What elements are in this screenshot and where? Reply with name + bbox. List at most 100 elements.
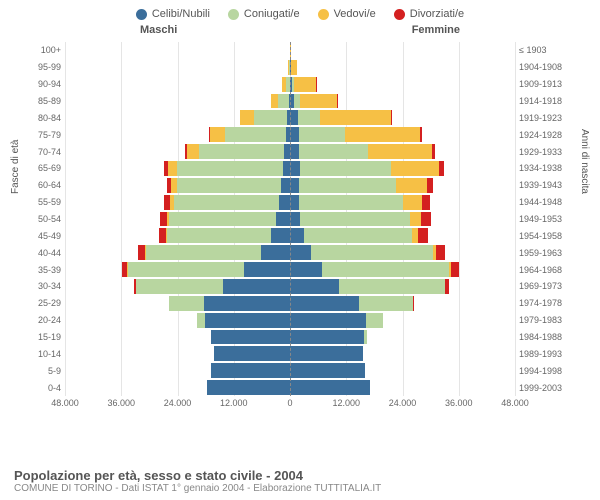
bar-segment: [422, 195, 430, 210]
bar-female: [290, 212, 431, 227]
legend-swatch: [136, 9, 147, 20]
bar-segment: [290, 144, 299, 159]
bar-male: [169, 296, 290, 311]
bar-female: [290, 279, 449, 294]
bar-female: [290, 296, 414, 311]
bar-female: [290, 178, 433, 193]
bar-female: [290, 195, 430, 210]
bar-male: [209, 127, 290, 142]
birth-label: 1944-1948: [515, 194, 580, 211]
bar-female: [290, 60, 297, 75]
bar-segment: [240, 110, 254, 125]
bar-male: [214, 346, 290, 361]
bar-segment: [421, 212, 430, 227]
bar-segment: [403, 195, 423, 210]
bar-segment: [290, 313, 366, 328]
birth-label: 1939-1943: [515, 177, 580, 194]
age-label: 15-19: [20, 329, 65, 346]
bar-segment: [205, 313, 290, 328]
bar-segment: [290, 195, 299, 210]
age-label: 70-74: [20, 143, 65, 160]
age-label: 65-69: [20, 160, 65, 177]
birth-label: 1924-1928: [515, 126, 580, 143]
bar-male: [159, 228, 290, 243]
bar-segment: [290, 346, 363, 361]
x-tick: 12.000: [220, 398, 248, 408]
bar-segment: [290, 110, 298, 125]
legend-label: Celibi/Nubili: [152, 8, 210, 20]
bar-segment: [279, 195, 290, 210]
population-pyramid: Maschi Femmine Fasce di età Anni di nasc…: [20, 24, 580, 424]
bar-segment: [177, 178, 281, 193]
birth-label: 1969-1973: [515, 278, 580, 295]
bar-segment: [439, 161, 444, 176]
bar-segment: [294, 77, 316, 92]
bar-segment: [299, 178, 396, 193]
bar-segment: [396, 178, 427, 193]
bar-female: [290, 245, 445, 260]
birth-label: 1964-1968: [515, 261, 580, 278]
bar-segment: [271, 94, 278, 109]
bar-segment: [278, 94, 289, 109]
bar-segment: [451, 262, 459, 277]
age-label: 5-9: [20, 362, 65, 379]
x-tick: 36.000: [445, 398, 473, 408]
birth-label: 1904-1908: [515, 59, 580, 76]
age-label: 0-4: [20, 379, 65, 396]
bar-segment: [290, 212, 300, 227]
birth-label: 1999-2003: [515, 379, 580, 396]
legend-label: Vedovi/e: [334, 8, 376, 20]
bar-segment: [177, 161, 283, 176]
birth-label: 1984-1988: [515, 329, 580, 346]
bar-female: [290, 313, 383, 328]
bar-segment: [290, 262, 322, 277]
bar-female: [290, 144, 435, 159]
bar-segment: [299, 127, 345, 142]
age-label: 75-79: [20, 126, 65, 143]
legend-item: Celibi/Nubili: [136, 8, 210, 20]
bar-segment: [204, 296, 290, 311]
bar-segment: [413, 296, 414, 311]
age-label: 60-64: [20, 177, 65, 194]
bar-segment: [418, 228, 428, 243]
bar-male: [211, 363, 290, 378]
age-label: 25-29: [20, 295, 65, 312]
footer-title: Popolazione per età, sesso e stato civil…: [14, 468, 586, 483]
bar-segment: [298, 110, 321, 125]
bar-segment: [210, 127, 225, 142]
bar-segment: [290, 161, 300, 176]
bar-segment: [290, 296, 359, 311]
bar-segment: [391, 161, 440, 176]
bar-segment: [167, 228, 271, 243]
bar-segment: [290, 380, 370, 395]
birth-label: 1914-1918: [515, 93, 580, 110]
legend-item: Coniugati/e: [228, 8, 300, 20]
bar-segment: [197, 313, 204, 328]
bar-segment: [168, 161, 177, 176]
x-tick: 24.000: [389, 398, 417, 408]
bar-segment: [366, 313, 383, 328]
birth-label: 1954-1958: [515, 227, 580, 244]
bar-segment: [304, 228, 413, 243]
bar-segment: [261, 245, 290, 260]
bar-segment: [320, 110, 391, 125]
bar-male: [185, 144, 290, 159]
bar-female: [290, 363, 365, 378]
bar-segment: [187, 144, 199, 159]
x-tick: 24.000: [164, 398, 192, 408]
bar-segment: [254, 110, 288, 125]
bar-segment: [300, 212, 410, 227]
birth-label: 1979-1983: [515, 312, 580, 329]
bar-segment: [225, 127, 286, 142]
bar-segment: [128, 262, 244, 277]
bar-segment: [290, 127, 299, 142]
age-label: 95-99: [20, 59, 65, 76]
age-label: 40-44: [20, 244, 65, 261]
bar-segment: [359, 296, 412, 311]
bar-segment: [432, 144, 435, 159]
legend-item: Divorziati/e: [394, 8, 464, 20]
age-label: 35-39: [20, 261, 65, 278]
bar-female: [290, 94, 338, 109]
footer-sub: COMUNE DI TORINO - Dati ISTAT 1° gennaio…: [14, 483, 586, 494]
center-line: [290, 42, 291, 396]
